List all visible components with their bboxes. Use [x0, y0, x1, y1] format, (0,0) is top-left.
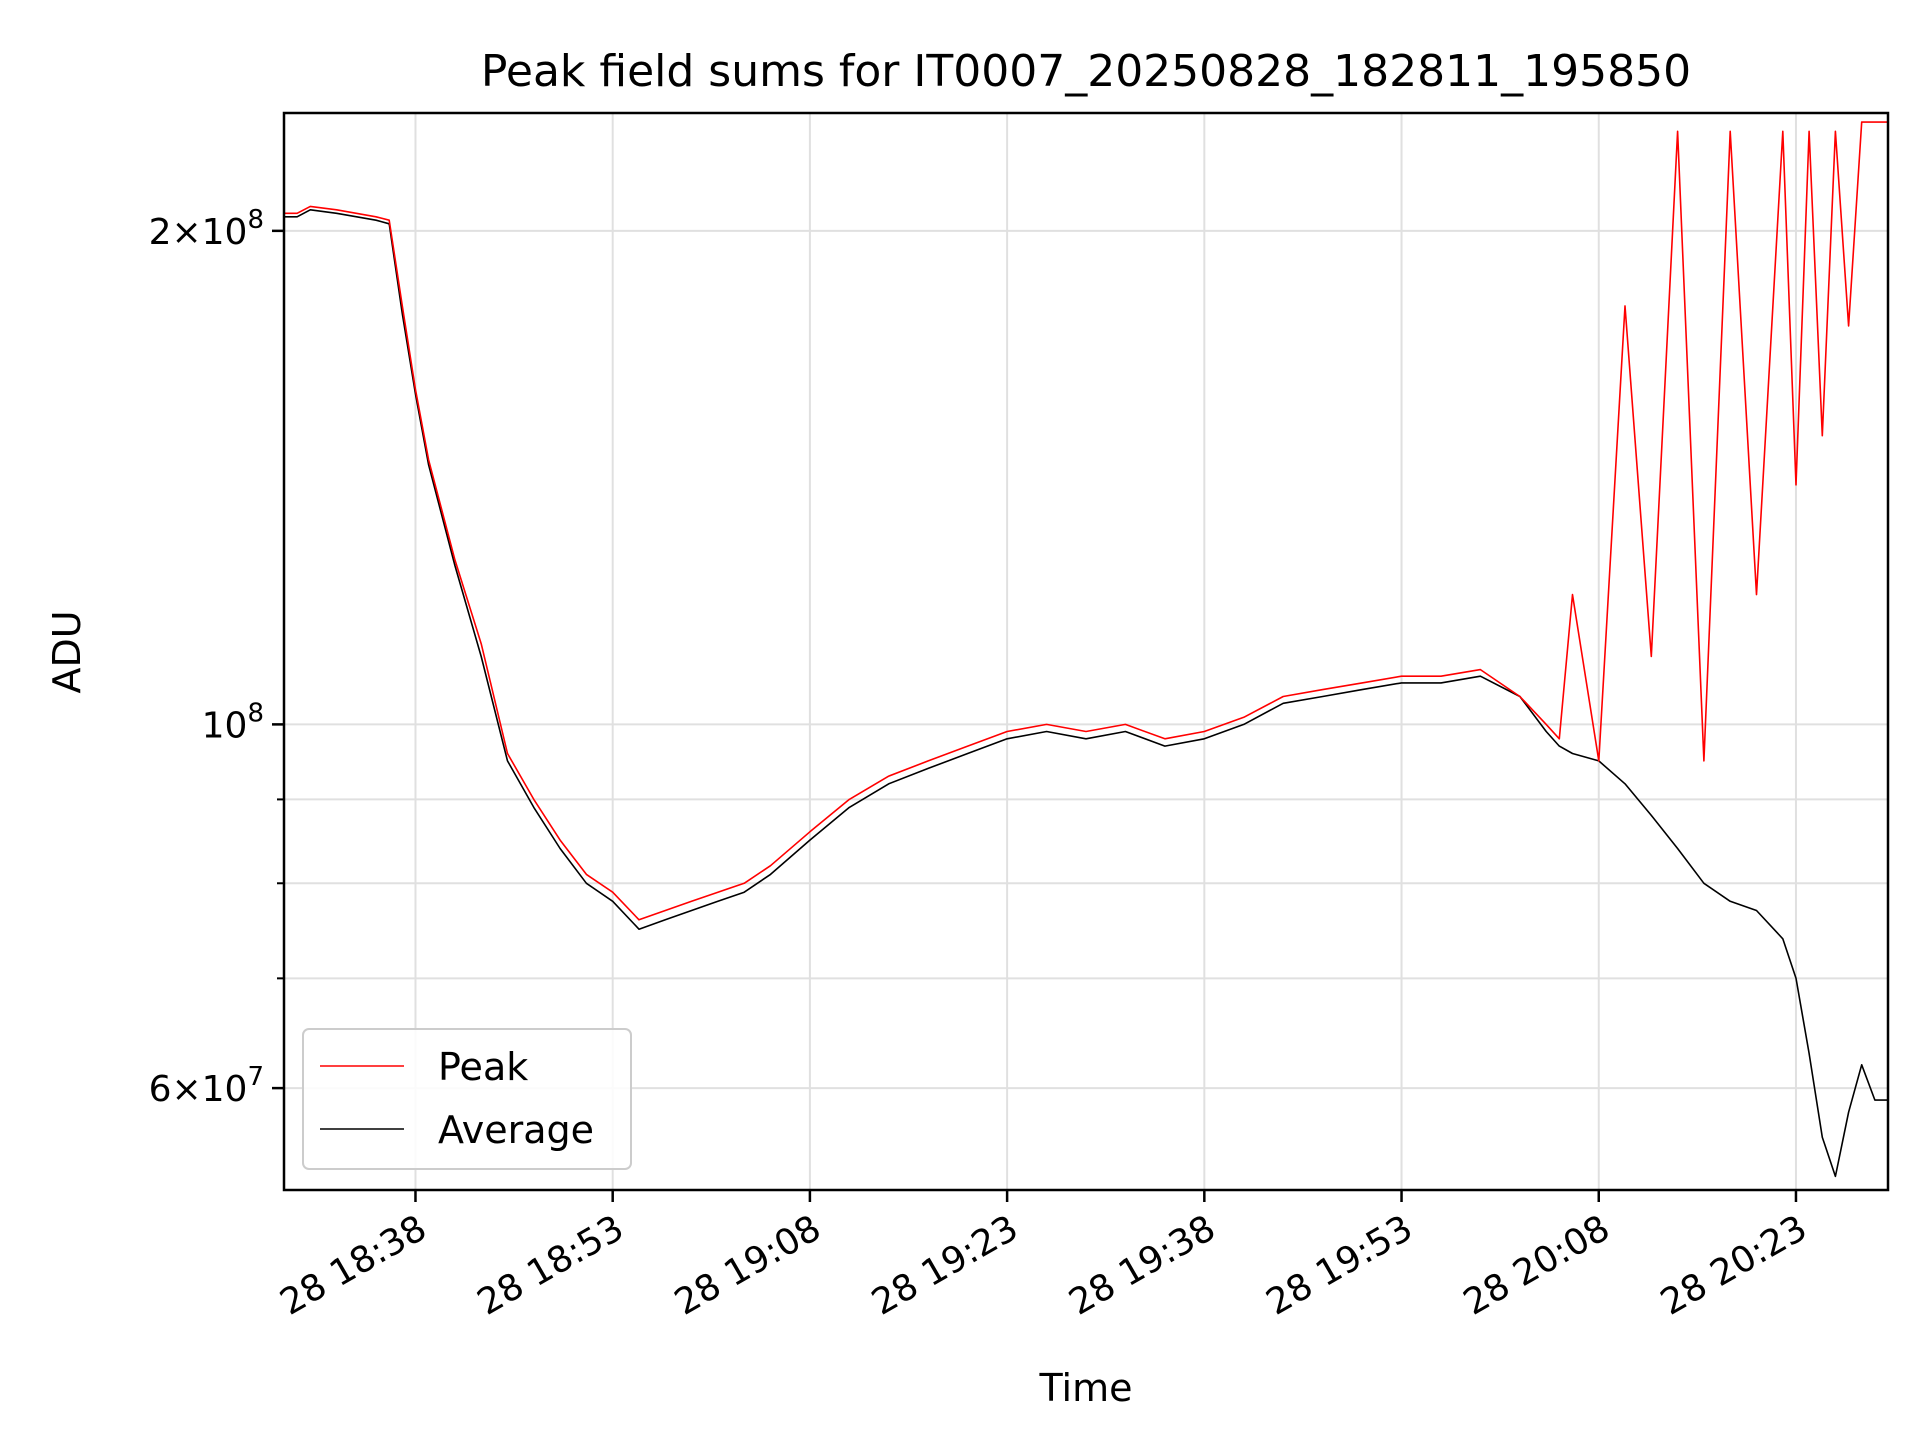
series-line-average: [284, 209, 1888, 1178]
legend-label-peak: Peak: [438, 1045, 528, 1089]
grid: [284, 113, 1888, 1190]
y-tick-label: 6×107: [149, 1062, 264, 1110]
y-tick-label: 108: [202, 698, 264, 746]
x-axis-label: Time: [1039, 1366, 1133, 1410]
legend: Peak Average: [302, 1028, 632, 1170]
y-axis: 2×108 108 6×107: [149, 205, 284, 1110]
y-axis-label: ADU: [45, 610, 89, 693]
series-layer: [284, 121, 1888, 1178]
chart-title: Peak field sums for IT0007_20250828_1828…: [481, 46, 1691, 97]
plot-frame: [282, 111, 1890, 1192]
legend-box: [302, 1028, 632, 1170]
series-line-peak: [284, 121, 1888, 921]
legend-label-average: Average: [438, 1108, 594, 1152]
y-tick-label: 2×108: [149, 205, 264, 253]
